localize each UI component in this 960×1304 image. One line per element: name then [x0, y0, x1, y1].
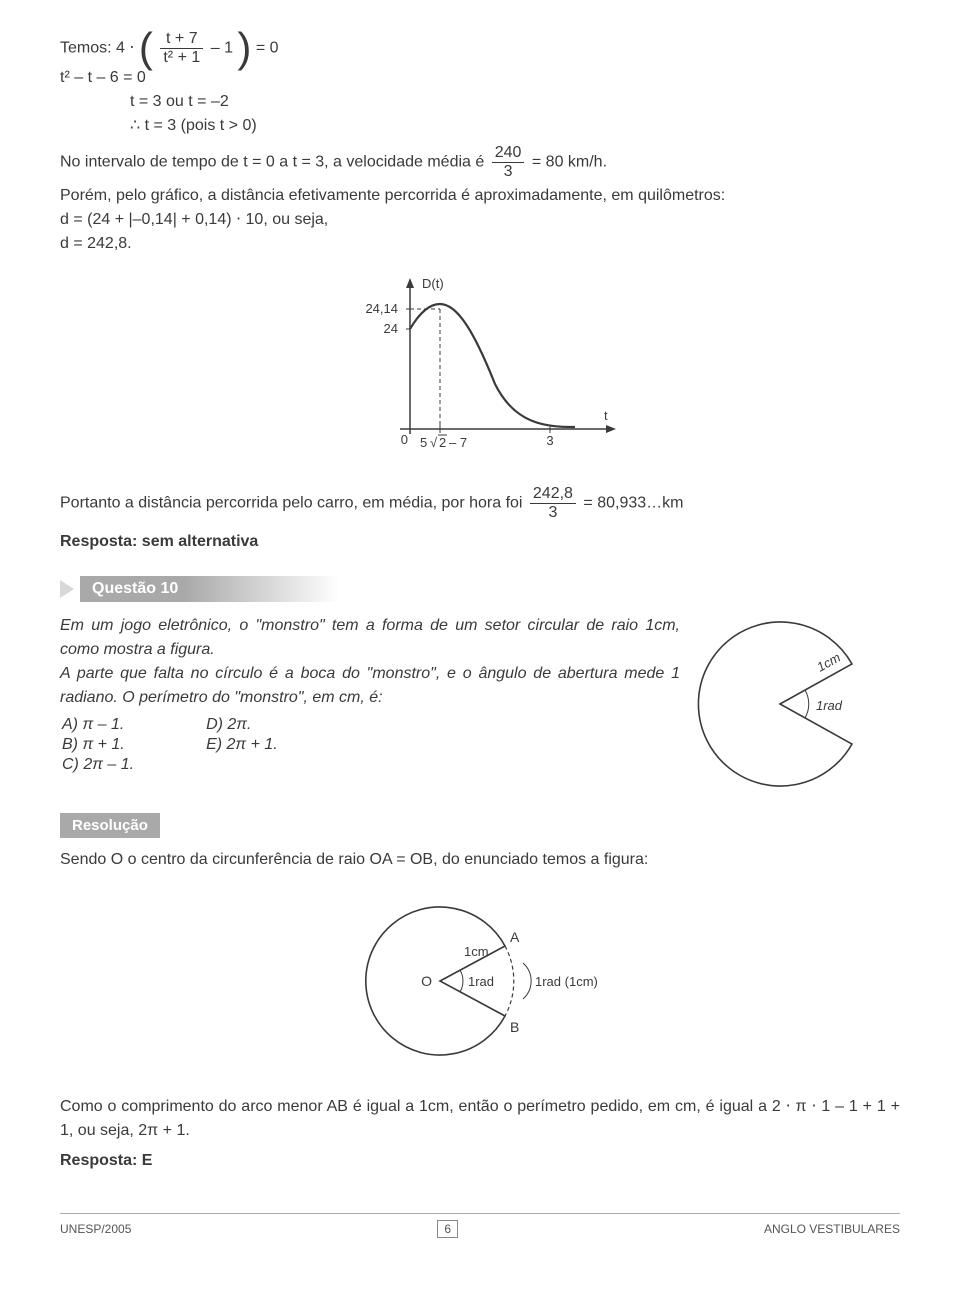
porem-line: Porém, pelo gráfico, a distância efetiva… — [60, 184, 900, 208]
choice-d: D) 2π. — [206, 716, 348, 734]
footer-left: UNESP/2005 — [60, 1222, 131, 1236]
minus-one: – 1 — [211, 39, 233, 56]
resposta-sem-alt: Resposta: sem alternativa — [60, 530, 900, 554]
xlabel-t: t — [604, 408, 608, 423]
choice-a: A) π – 1. — [62, 716, 204, 734]
footer-right: ANGLO VESTIBULARES — [764, 1222, 900, 1236]
interval-b: = 80 km/h. — [532, 154, 607, 171]
page-footer: UNESP/2005 6 ANGLO VESTIBULARES — [60, 1213, 900, 1238]
xtick-0: 0 — [401, 432, 408, 447]
eq-line2: t² – t – 6 = 0 — [60, 66, 900, 90]
play-icon — [60, 580, 74, 598]
ytick-24: 24 — [384, 321, 398, 336]
xtick-3: 3 — [546, 433, 553, 448]
d-eq: d = (24 + |–0,14| + 0,14) ⋅ 10, ou seja, — [60, 208, 900, 232]
resolucao-line1: Sendo O o centro da circunferência de ra… — [60, 848, 900, 872]
equation-temos: Temos: 4 ⋅ ( t + 7 t² + 1 – 1 ) = 0 — [60, 30, 900, 66]
ytick-24-14: 24,14 — [365, 301, 398, 316]
resolucao-title: Resolução — [60, 813, 160, 838]
xtick-m7: – 7 — [449, 435, 467, 450]
interval-line: No intervalo de tempo de t = 0 a t = 3, … — [60, 144, 900, 180]
label-1rad: 1rad — [468, 974, 494, 989]
q10-choices: A) π – 1. D) 2π. B) π + 1. E) 2π + 1. C)… — [60, 714, 350, 776]
eq-line3: t = 3 ou t = –2 — [130, 90, 900, 114]
frac1-den: t² + 1 — [160, 49, 203, 67]
resolucao-line2: Como o comprimento do arco menor AB é ig… — [60, 1095, 900, 1143]
eq-therefore: ∴ t = 3 (pois t > 0) — [130, 114, 900, 138]
label-O: O — [421, 973, 432, 989]
pacman-ang-label: 1rad — [816, 698, 843, 713]
choice-e: E) 2π + 1. — [206, 736, 348, 754]
choice-c: C) 2π – 1. — [62, 756, 204, 774]
pacman-figure: 1cm 1rad — [680, 614, 880, 794]
label-B: B — [510, 1019, 519, 1035]
frac2-den: 3 — [492, 163, 525, 181]
questao-10-header: Questão 10 — [60, 576, 900, 602]
frac1-num: t + 7 — [160, 30, 203, 49]
resposta-e: Resposta: E — [60, 1149, 900, 1173]
portanto-b: = 80,933…km — [583, 495, 683, 512]
portanto-a: Portanto a distância percorrida pelo car… — [60, 495, 527, 512]
footer-page: 6 — [437, 1220, 458, 1238]
ylabel-dt: D(t) — [422, 276, 444, 291]
q10-stem2: A parte que falta no círculo é a boca do… — [60, 662, 680, 710]
interval-a: No intervalo de tempo de t = 0 a t = 3, … — [60, 154, 489, 171]
resolucao-figure: O A B 1cm 1rad 1rad (1cm) — [310, 886, 650, 1076]
label-1cm: 1cm — [464, 944, 489, 959]
q10-stem1: Em um jogo eletrônico, o "monstro" tem a… — [60, 614, 680, 662]
frac2-num: 240 — [492, 144, 525, 163]
temos-label: Temos: 4 ⋅ — [60, 39, 134, 56]
xtick-sqrt2: 2 — [439, 435, 446, 450]
equals-zero: = 0 — [256, 39, 279, 56]
svg-text:√: √ — [430, 435, 438, 450]
frac3-den: 3 — [530, 504, 576, 522]
d-val: d = 242,8. — [60, 232, 900, 256]
label-A: A — [510, 929, 520, 945]
choice-b: B) π + 1. — [62, 736, 204, 754]
portanto-line: Portanto a distância percorrida pelo car… — [60, 485, 900, 521]
frac3-num: 242,8 — [530, 485, 576, 504]
graph-dt: 24,14 24 0 3 5 √ 2 – 7 D(t) t — [300, 264, 660, 464]
xtick-5: 5 — [420, 435, 427, 450]
label-arc: 1rad (1cm) — [535, 974, 598, 989]
questao-10-title: Questão 10 — [80, 576, 340, 602]
